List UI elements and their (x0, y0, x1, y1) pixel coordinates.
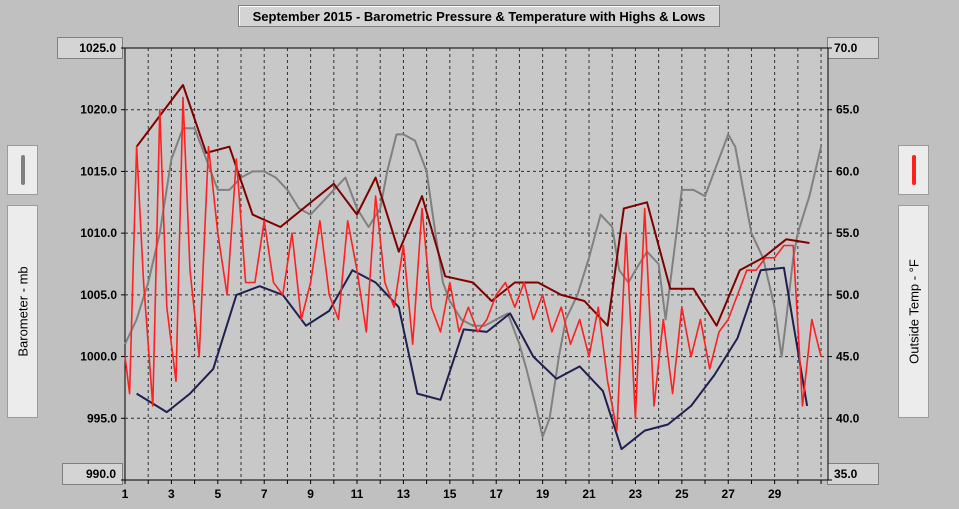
left-y-tick-label: 1010.0 (80, 226, 117, 240)
x-tick-label: 5 (214, 487, 221, 501)
x-tick-label: 1 (122, 487, 129, 501)
right-y-tick-label: 60.0 (836, 164, 860, 178)
left-y-tick-label: 1015.0 (80, 164, 117, 178)
x-tick-label: 13 (397, 487, 411, 501)
x-tick-label: 7 (261, 487, 268, 501)
barometer-axis-label-box: Barometer - mb (7, 205, 38, 418)
x-tick-label: 9 (307, 487, 314, 501)
barometer-legend-swatch-box (7, 145, 38, 195)
temperature-axis-label-box: Outside Temp - °F (898, 205, 929, 418)
left-y-tick-label: 1005.0 (80, 288, 117, 302)
x-tick-label: 17 (490, 487, 504, 501)
temperature-legend-swatch-box (898, 145, 929, 195)
x-tick-label: 11 (351, 487, 364, 501)
x-tick-label: 25 (675, 487, 689, 501)
temperature-line-swatch (912, 155, 916, 185)
x-tick-label: 21 (582, 487, 596, 501)
temp-low-series-line (136, 266, 809, 451)
right-y-tick-label: 65.0 (836, 103, 860, 117)
right-y-tick-label: 55.0 (836, 226, 860, 240)
x-tick-label: 15 (443, 487, 457, 501)
right-y-tick-label: 50.0 (836, 288, 860, 302)
left-y-tick-label: 1020.0 (80, 103, 117, 117)
right-y-tick-label: 40.0 (836, 411, 860, 425)
x-tick-label: 3 (168, 487, 175, 501)
barometer-series-line (124, 127, 822, 438)
temperature-series-line (124, 96, 822, 432)
x-tick-label: 23 (629, 487, 643, 501)
left-axis-bottom-tick-box: 990.0 (62, 463, 123, 485)
x-tick-label: 19 (536, 487, 550, 501)
left-axis-top-tick-box: 1025.0 (57, 37, 123, 59)
barometer-line-swatch (21, 155, 25, 185)
x-tick-label: 29 (768, 487, 782, 501)
right-y-tick-label: 45.0 (836, 350, 860, 364)
right-axis-top-tick-box: 70.0 (827, 37, 879, 59)
chart-title: September 2015 - Barometric Pressure & T… (238, 5, 720, 27)
left-y-tick-label: 1000.0 (80, 350, 117, 364)
x-tick-label: 27 (722, 487, 736, 501)
plot-area (124, 47, 829, 481)
left-y-tick-label: 995.0 (87, 411, 117, 425)
temp-high-series-line (135, 84, 810, 327)
